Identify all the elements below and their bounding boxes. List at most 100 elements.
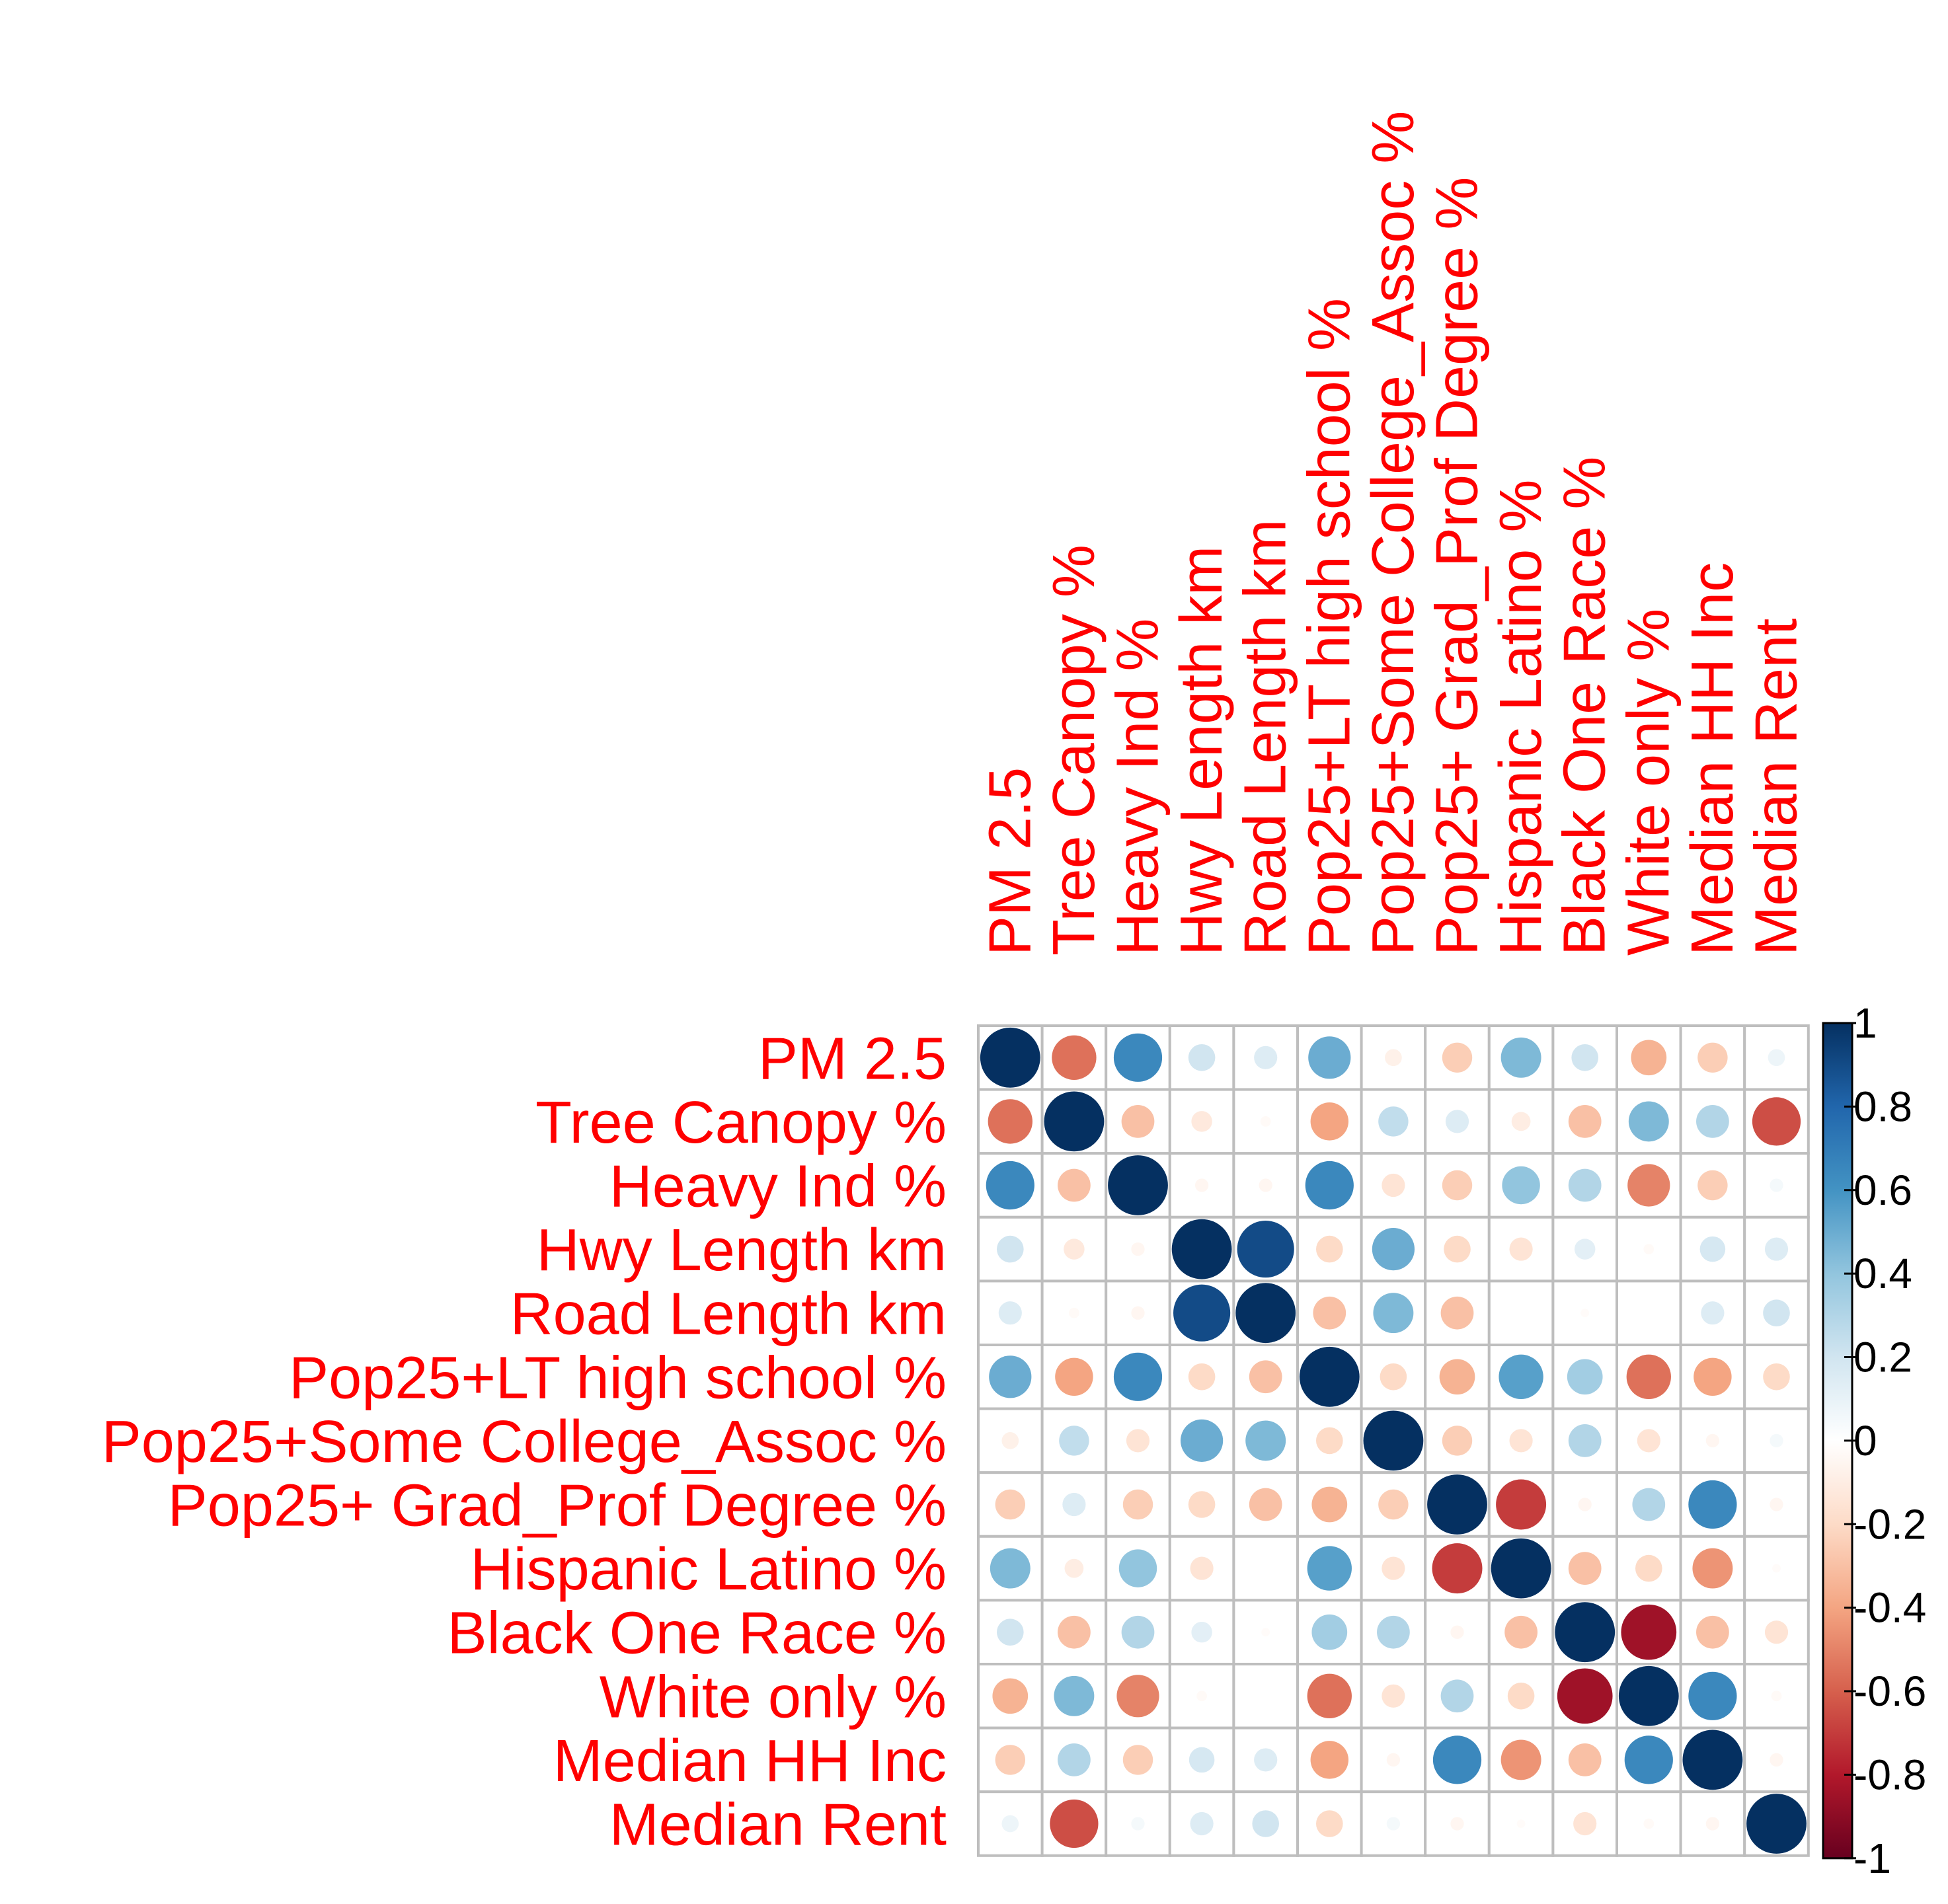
corr-circle-heavy-ind-x-pm-2-5 <box>986 1161 1034 1210</box>
corr-circle-tree-canopy-x-white-only <box>1628 1101 1669 1142</box>
legend-tick-label: 1 <box>1853 999 1877 1047</box>
column-label-median-hh-inc: Median HH Inc <box>1680 562 1746 956</box>
corr-circle-pm-2-5-x-median-hh-inc <box>1697 1042 1728 1073</box>
matrix-cell <box>1232 1535 1300 1602</box>
corr-circle-tree-canopy-x-pop25-some-college-assoc <box>1378 1106 1409 1137</box>
corr-circle-pop25-grad-prof-degree-x-pop25-lt-high-school <box>1311 1486 1348 1523</box>
corr-circle-pop25-lt-high-school-x-median-hh-inc <box>1694 1357 1732 1396</box>
corr-circle-median-rent-x-hwy-length-km <box>1190 1811 1214 1836</box>
column-label-white-only: White only % <box>1616 609 1682 956</box>
corr-circle-white-only-x-median-hh-inc <box>1688 1671 1737 1720</box>
corr-circle-pop25-some-college-assoc-x-pm-2-5 <box>1001 1432 1019 1449</box>
corr-circle-pop25-some-college-assoc-x-median-rent <box>1770 1433 1783 1448</box>
corr-circle-pop25-grad-prof-degree-x-black-one-race <box>1578 1498 1592 1511</box>
corr-circle-hwy-length-km-x-pop25-lt-high-school <box>1315 1235 1343 1263</box>
corr-circle-tree-canopy-x-heavy-ind <box>1121 1105 1155 1138</box>
corr-circle-hispanic-latino-x-black-one-race <box>1568 1552 1602 1585</box>
corr-circle-black-one-race-x-median-rent <box>1764 1620 1789 1644</box>
corr-circle-hispanic-latino-x-tree-canopy <box>1064 1558 1084 1578</box>
column-label-tree-canopy: Tree Canopy % <box>1041 545 1107 956</box>
corr-circle-median-rent-x-heavy-ind <box>1131 1817 1145 1831</box>
corr-circle-pop25-lt-high-school-x-pop25-grad-prof-degree <box>1439 1359 1475 1395</box>
corr-circle-tree-canopy-x-pop25-lt-high-school <box>1310 1102 1349 1141</box>
row-label-pop25-grad-prof-degree: Pop25+ Grad_Prof Degree % <box>168 1473 947 1539</box>
corr-circle-median-hh-inc-x-black-one-race <box>1568 1743 1602 1776</box>
corr-circle-hwy-length-km-x-median-hh-inc <box>1699 1236 1726 1262</box>
corr-circle-median-rent-x-hispanic-latino <box>1516 1819 1526 1828</box>
corr-circle-tree-canopy-x-black-one-race <box>1568 1105 1602 1138</box>
corr-circle-road-length-km-x-pop25-grad-prof-degree <box>1440 1296 1474 1330</box>
row-label-hwy-length-km: Hwy Length km <box>537 1217 947 1283</box>
row-label-black-one-race: Black One Race % <box>448 1601 947 1667</box>
column-label-black-one-race: Black One Race % <box>1552 457 1618 956</box>
matrix-cell <box>1487 1088 1555 1155</box>
corr-circle-black-one-race-x-road-length-km <box>1261 1628 1270 1637</box>
corr-circle-pop25-grad-prof-degree-x-heavy-ind <box>1122 1489 1153 1520</box>
corr-circle-pm-2-5-x-heavy-ind <box>1113 1033 1163 1082</box>
corr-circle-pop25-some-college-assoc-x-white-only <box>1637 1429 1660 1453</box>
corr-circle-black-one-race-x-black-one-race <box>1555 1602 1616 1663</box>
corr-circle-white-only-x-median-rent <box>1771 1691 1782 1702</box>
corr-circle-pm-2-5-x-pop25-grad-prof-degree <box>1442 1042 1473 1073</box>
corr-circle-heavy-ind-x-pop25-lt-high-school <box>1305 1161 1354 1210</box>
row-label-road-length-km: Road Length km <box>510 1281 947 1348</box>
corr-circle-hispanic-latino-x-heavy-ind <box>1118 1549 1157 1587</box>
row-label-tree-canopy: Tree Canopy % <box>535 1090 947 1156</box>
corr-circle-hwy-length-km-x-pop25-grad-prof-degree <box>1444 1235 1471 1263</box>
corr-circle-white-only-x-tree-canopy <box>1054 1675 1095 1716</box>
column-label-heavy-ind: Heavy Ind % <box>1105 619 1171 956</box>
corr-circle-hwy-length-km-x-hwy-length-km <box>1171 1219 1232 1279</box>
corr-circle-pop25-lt-high-school-x-tree-canopy <box>1055 1357 1093 1396</box>
corr-circle-white-only-x-hwy-length-km <box>1196 1691 1207 1702</box>
corr-circle-heavy-ind-x-median-rent <box>1770 1178 1783 1192</box>
corr-circle-hispanic-latino-x-hwy-length-km <box>1190 1556 1214 1580</box>
corr-circle-hwy-length-km-x-heavy-ind <box>1131 1242 1145 1256</box>
corr-circle-median-hh-inc-x-hispanic-latino <box>1500 1739 1541 1780</box>
corr-circle-tree-canopy-x-pop25-grad-prof-degree <box>1445 1110 1469 1133</box>
corr-circle-heavy-ind-x-hispanic-latino <box>1502 1166 1540 1205</box>
corr-circle-pop25-lt-high-school-x-heavy-ind <box>1113 1352 1163 1401</box>
corr-circle-median-hh-inc-x-median-hh-inc <box>1682 1730 1743 1790</box>
corr-circle-tree-canopy-x-road-length-km <box>1260 1116 1271 1127</box>
corr-circle-hwy-length-km-x-road-length-km <box>1237 1221 1294 1278</box>
corr-circle-hispanic-latino-x-pop25-lt-high-school <box>1307 1546 1352 1591</box>
corr-circle-white-only-x-pop25-grad-prof-degree <box>1440 1679 1474 1713</box>
corr-circle-median-hh-inc-x-median-rent <box>1770 1753 1783 1767</box>
corr-circle-pm-2-5-x-road-length-km <box>1254 1046 1278 1069</box>
corr-circle-pm-2-5-x-median-rent <box>1768 1049 1785 1067</box>
corr-circle-pop25-grad-prof-degree-x-hispanic-latino <box>1496 1479 1547 1530</box>
corr-circle-hwy-length-km-x-white-only <box>1643 1244 1655 1254</box>
legend-tick-label: -1 <box>1853 1835 1891 1882</box>
color-legend: 1 0.8 0.6 0.4 0.2 0 -0.2 -0.4 -0.6 -0.8 -1 <box>1822 999 1926 1882</box>
corr-circle-heavy-ind-x-heavy-ind <box>1108 1155 1168 1215</box>
correlation-circles <box>980 1027 1807 1854</box>
corr-circle-pm-2-5-x-hispanic-latino <box>1500 1037 1541 1078</box>
corr-circle-median-hh-inc-x-pop25-lt-high-school <box>1310 1741 1349 1779</box>
corr-circle-pm-2-5-x-white-only <box>1631 1040 1667 1076</box>
corr-circle-pop25-lt-high-school-x-median-rent <box>1763 1363 1790 1390</box>
column-label-road-length-km: Road Length km <box>1233 519 1299 956</box>
column-label-median-rent: Median Rent <box>1744 619 1810 956</box>
corr-circle-pm-2-5-x-black-one-race <box>1571 1044 1599 1071</box>
corr-circle-heavy-ind-x-median-hh-inc <box>1697 1170 1728 1201</box>
corr-circle-pm-2-5-x-pop25-lt-high-school <box>1308 1036 1351 1079</box>
corr-circle-heavy-ind-x-white-only <box>1627 1164 1670 1207</box>
corr-circle-black-one-race-x-pop25-lt-high-school <box>1311 1614 1348 1650</box>
corr-circle-road-length-km-x-heavy-ind <box>1131 1306 1145 1320</box>
corr-circle-hispanic-latino-x-pop25-grad-prof-degree <box>1432 1543 1483 1594</box>
matrix-cell <box>1616 1279 1682 1347</box>
corr-circle-black-one-race-x-white-only <box>1621 1604 1677 1660</box>
corr-circle-white-only-x-hispanic-latino <box>1507 1682 1535 1710</box>
corr-circle-tree-canopy-x-pm-2-5 <box>988 1099 1032 1144</box>
corr-circle-road-length-km-x-black-one-race <box>1580 1309 1590 1318</box>
corr-circle-heavy-ind-x-tree-canopy <box>1058 1168 1091 1202</box>
corr-circle-black-one-race-x-hwy-length-km <box>1191 1621 1212 1643</box>
row-label-pop25-some-college-assoc: Pop25+Some College_Assoc % <box>102 1409 947 1475</box>
corr-circle-heavy-ind-x-black-one-race <box>1568 1168 1602 1202</box>
corr-circle-median-hh-inc-x-tree-canopy <box>1058 1743 1091 1776</box>
column-label-pm-2-5: PM 2.5 <box>977 767 1043 956</box>
corr-circle-median-hh-inc-x-pm-2-5 <box>995 1745 1026 1775</box>
corr-circle-median-rent-x-pop25-grad-prof-degree <box>1450 1817 1464 1831</box>
